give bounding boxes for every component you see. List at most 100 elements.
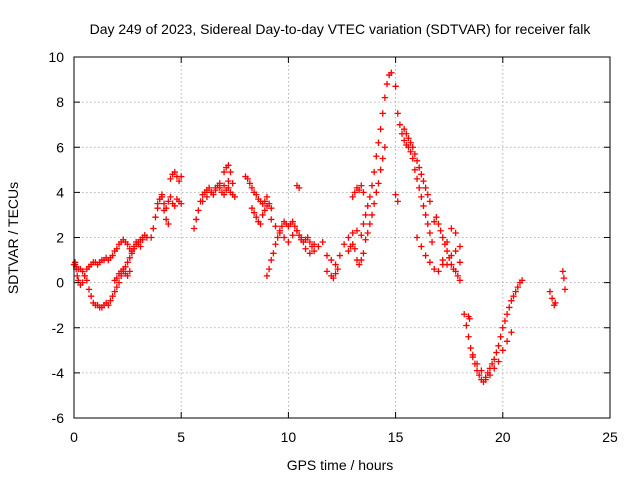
data-point	[514, 283, 522, 291]
data-point	[443, 247, 451, 255]
data-point	[476, 371, 483, 379]
data-point	[150, 225, 157, 232]
data-point	[560, 274, 568, 282]
x-tick-label: 5	[177, 429, 185, 445]
data-point	[493, 349, 500, 356]
data-point	[499, 324, 506, 331]
data-point	[461, 311, 468, 318]
data-point	[388, 69, 395, 76]
y-tick-label: 6	[56, 139, 64, 155]
data-point	[456, 243, 464, 250]
data-point	[220, 168, 228, 176]
data-point	[113, 274, 121, 282]
data-point	[203, 193, 211, 201]
data-point	[253, 213, 260, 221]
data-point	[448, 225, 455, 232]
data-point	[364, 229, 371, 237]
data-point	[426, 259, 434, 266]
data-point	[420, 177, 427, 185]
data-point	[315, 243, 322, 250]
data-point	[415, 164, 423, 171]
data-point	[430, 218, 438, 225]
data-point	[499, 347, 506, 354]
data-point	[79, 268, 86, 275]
data-point	[413, 234, 421, 241]
data-point	[405, 135, 412, 142]
y-axis-label: SDTVAR / TECUs	[5, 182, 21, 294]
axis-ticks: 0 5 10 15 20 25 -6 -4 -2 0 2 4 6 8 10	[48, 49, 618, 445]
data-point	[87, 292, 95, 300]
data-point	[334, 265, 341, 273]
data-point	[345, 247, 352, 255]
data-point	[368, 182, 376, 189]
data-point	[128, 247, 136, 255]
data-point	[351, 189, 359, 196]
y-tick-label: -4	[52, 365, 65, 381]
data-point	[113, 283, 121, 291]
data-point	[147, 234, 155, 241]
data-point	[424, 220, 431, 228]
data-point	[400, 137, 408, 144]
data-point	[111, 288, 118, 295]
data-point	[366, 193, 374, 201]
x-tick-label: 0	[70, 429, 78, 445]
data-point	[546, 288, 554, 295]
data-point	[120, 265, 127, 273]
data-point	[411, 166, 419, 174]
data-point	[394, 110, 401, 117]
data-point	[345, 234, 352, 241]
data-point	[373, 153, 380, 160]
data-point	[328, 256, 335, 264]
data-point	[413, 157, 421, 164]
data-point	[229, 180, 236, 187]
data-point	[488, 360, 496, 368]
data-point	[154, 200, 161, 207]
data-point	[506, 304, 513, 311]
data-point	[85, 286, 93, 293]
data-point	[160, 200, 168, 207]
data-point	[124, 259, 131, 266]
data-point	[289, 218, 296, 225]
y-tick-label: -2	[52, 320, 65, 336]
y-tick-label: 10	[48, 49, 64, 65]
data-point	[466, 315, 473, 322]
data-point	[424, 191, 431, 198]
y-tick-label: 4	[56, 184, 64, 200]
data-point	[81, 272, 88, 280]
data-point	[167, 193, 174, 201]
data-point	[512, 288, 519, 295]
x-tick-label: 25	[602, 429, 618, 445]
data-point	[561, 286, 569, 293]
data-point	[454, 272, 461, 280]
data-point	[463, 322, 470, 329]
data-point	[302, 245, 309, 252]
data-point	[370, 168, 378, 176]
data-point	[548, 295, 556, 302]
data-point	[158, 191, 166, 198]
data-point	[418, 171, 425, 178]
data-point	[330, 274, 337, 282]
data-point	[491, 365, 498, 372]
data-point	[195, 207, 202, 214]
data-point	[495, 342, 502, 349]
data-point	[259, 211, 266, 219]
data-point	[105, 301, 112, 309]
data-point	[396, 121, 404, 128]
data-point	[124, 241, 131, 248]
data-point	[332, 270, 339, 277]
data-point	[501, 317, 509, 325]
data-point	[165, 198, 172, 205]
data-point	[362, 236, 369, 243]
data-point	[257, 220, 264, 228]
data-point	[422, 184, 429, 192]
data-point	[109, 292, 116, 300]
data-point	[107, 297, 114, 304]
data-point	[510, 292, 517, 300]
data-point	[456, 277, 464, 284]
data-point	[310, 241, 318, 248]
grid-lines	[74, 57, 610, 418]
data-point	[452, 268, 459, 275]
data-point	[355, 261, 363, 268]
data-point	[469, 351, 476, 359]
data-point	[349, 241, 356, 248]
